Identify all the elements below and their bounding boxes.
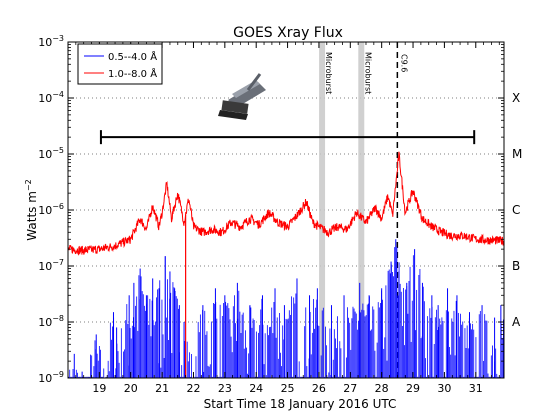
x-tick-label: 24: [249, 382, 263, 395]
y-tick-label: 10−7: [38, 258, 64, 273]
microburst-band: [358, 42, 365, 378]
flare-class-label: C: [512, 203, 520, 217]
legend: 0.5--4.0 Å 1.0--8.0 Å: [77, 43, 163, 85]
x-tick-label: 28: [375, 382, 389, 395]
tick-labels: 19 20 21 22 23 24 25 26 27 28 29 30 31 10−9 10−8 10−7 10…: [38, 34, 504, 395]
annotations: Microburst Microburst C9.6: [99, 42, 476, 378]
x-axis-label: Start Time 18 January 2016 UTC: [204, 397, 397, 411]
flare-marker-label: C9.6: [399, 54, 408, 72]
legend-entry-short: 0.5--4.0 Å: [108, 50, 157, 63]
x-tick-label: 31: [469, 382, 483, 395]
legend-entry-long: 1.0--8.0 Å: [108, 67, 157, 80]
x-tick-label: 23: [218, 382, 232, 395]
grid-lines: [68, 97, 504, 323]
x-tick-label: 26: [312, 382, 326, 395]
x-tick-label: 25: [281, 382, 295, 395]
series: [67, 151, 505, 378]
y-axis-label: Watts m−2: [24, 179, 39, 240]
x-tick-label: 21: [155, 382, 169, 395]
flare-class-labels: A B C M X: [512, 91, 522, 329]
x-tick-label: 29: [406, 382, 420, 395]
series-short-wavelength: [68, 239, 504, 378]
microburst-label: Microburst: [363, 52, 372, 94]
microburst-label: Microburst: [324, 52, 333, 94]
x-tick-label: 19: [92, 382, 106, 395]
y-tick-label: 10−5: [38, 146, 64, 161]
x-tick-label: 20: [124, 382, 138, 395]
y-tick-label: 10−4: [38, 90, 64, 105]
flare-class-label: X: [512, 91, 520, 105]
satellite-icon: [218, 73, 266, 120]
svg-text:Watts m−2: Watts m−2: [24, 179, 39, 240]
y-tick-label: 10−6: [38, 202, 64, 217]
series-long-wavelength: [67, 151, 505, 256]
flare-class-label: A: [512, 315, 521, 329]
microburst-band: [319, 42, 326, 378]
y-tick-label: 10−3: [38, 34, 64, 49]
flare-class-label: B: [512, 259, 520, 273]
x-tick-label: 27: [343, 382, 357, 395]
y-tick-label: 10−9: [38, 370, 64, 385]
x-tick-label: 22: [186, 382, 200, 395]
y-tick-label: 10−8: [38, 314, 64, 329]
x-tick-label: 30: [437, 382, 451, 395]
flare-class-label: M: [512, 147, 522, 161]
chart-title: GOES Xray Flux: [233, 25, 343, 41]
